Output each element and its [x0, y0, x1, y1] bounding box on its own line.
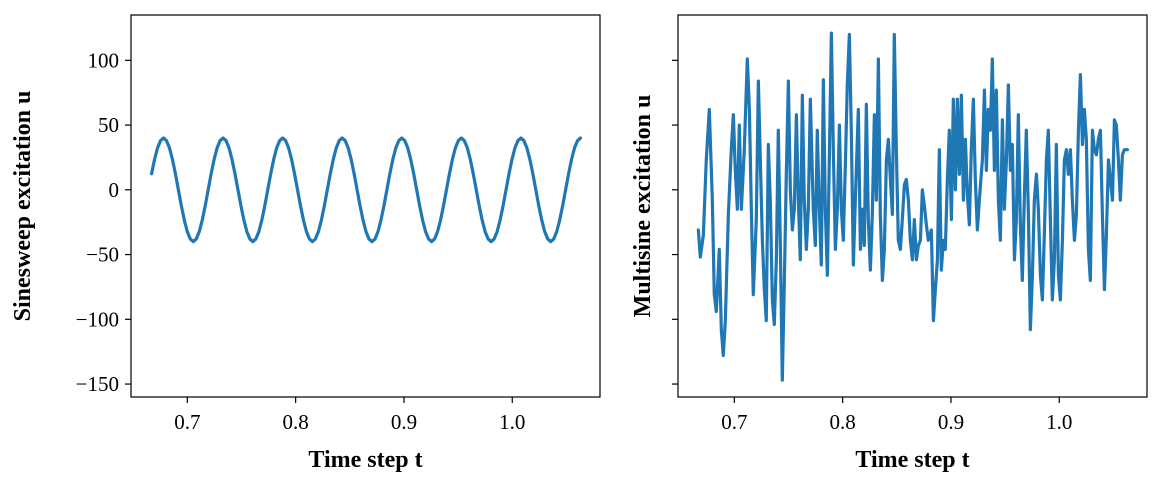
x-axis-label: Time step t: [855, 447, 969, 473]
y-tick-label: −50: [86, 243, 119, 267]
axes-frame: [130, 14, 601, 398]
data-line: [696, 31, 1129, 382]
y-tick-label: 0: [109, 178, 120, 202]
x-tick-label: 0.8: [830, 410, 856, 434]
axes-frame: [677, 14, 1148, 398]
y-tick-label: −150: [76, 372, 119, 396]
y-tick-label: 100: [88, 48, 120, 72]
x-tick-label: 1.0: [1046, 410, 1072, 434]
y-axis-label: Multisine excitation u: [630, 95, 656, 318]
data-line: [149, 136, 583, 244]
y-tick-label: 50: [98, 113, 119, 137]
x-tick-label: 1.0: [499, 410, 525, 434]
y-tick-label: −100: [76, 307, 119, 331]
x-tick-label: 0.8: [283, 410, 309, 434]
x-tick-label: 0.9: [938, 410, 964, 434]
y-axis-label: Sinesweep excitation u: [10, 91, 36, 322]
x-tick-label: 0.9: [391, 410, 417, 434]
x-tick-label: 0.7: [174, 410, 200, 434]
x-axis-label: Time step t: [308, 447, 422, 473]
x-tick-label: 0.7: [721, 410, 747, 434]
